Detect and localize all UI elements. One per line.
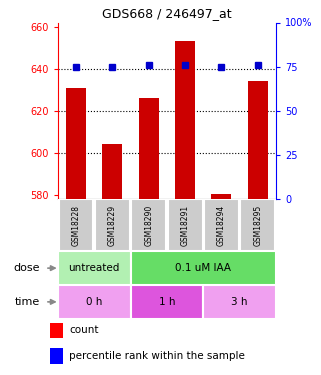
Bar (139, 98, 159, 199)
Bar (50, 348, 63, 364)
Bar (50, 322, 63, 338)
Text: dose: dose (13, 263, 39, 273)
Bar (240, 199, 275, 251)
Text: percentile rank within the sample: percentile rank within the sample (69, 351, 245, 361)
Text: 3 h: 3 h (231, 297, 248, 307)
Text: GSM18228: GSM18228 (72, 205, 81, 246)
Bar (175, 41, 195, 199)
Bar (95, 199, 130, 251)
Text: GSM18295: GSM18295 (253, 205, 262, 246)
Title: GDS668 / 246497_at: GDS668 / 246497_at (102, 7, 232, 20)
Bar (203, 285, 276, 319)
Text: 0 h: 0 h (86, 297, 102, 307)
Bar (212, 194, 231, 199)
Bar (58, 251, 131, 285)
Bar (102, 144, 122, 199)
Text: GSM18290: GSM18290 (144, 205, 153, 246)
Bar (204, 199, 239, 251)
Text: time: time (14, 297, 39, 307)
Text: 0.1 uM IAA: 0.1 uM IAA (175, 263, 231, 273)
Text: untreated: untreated (68, 263, 120, 273)
Text: GSM18291: GSM18291 (181, 205, 190, 246)
Bar (131, 199, 166, 251)
Text: GSM18229: GSM18229 (108, 205, 117, 246)
Text: GSM18294: GSM18294 (217, 205, 226, 246)
Bar (66, 87, 86, 199)
Text: count: count (69, 326, 99, 336)
Bar (131, 285, 203, 319)
Bar (248, 81, 268, 199)
Text: 1 h: 1 h (159, 297, 175, 307)
Bar (168, 199, 203, 251)
Bar (58, 199, 93, 251)
Bar (131, 251, 276, 285)
Bar (58, 285, 131, 319)
